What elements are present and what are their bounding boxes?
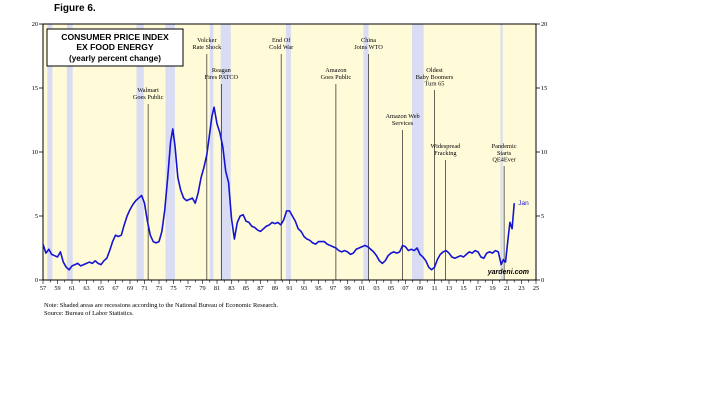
- note-recessions: Note: Shaded areas are recessions accord…: [44, 302, 279, 309]
- event-label: Joins WTO: [354, 44, 383, 51]
- x-tick-label: 73: [156, 285, 162, 292]
- x-tick-label: 91: [286, 285, 292, 292]
- event-label: China: [361, 37, 376, 44]
- x-tick-label: 89: [272, 285, 278, 292]
- event-label: Cold War: [269, 44, 294, 51]
- y-tick-label-right: 15: [541, 85, 547, 92]
- x-tick-label: 01: [359, 285, 365, 292]
- x-tick-label: 95: [315, 285, 321, 292]
- event-label: Fires PATCO: [205, 74, 239, 81]
- x-tick-label: 83: [228, 285, 234, 292]
- y-tick-label-left: 15: [32, 85, 38, 92]
- watermark: yardeni.com: [487, 269, 529, 276]
- event-label: Reagan: [212, 67, 232, 74]
- event-label: Starts: [497, 150, 512, 157]
- y-tick-label-right: 0: [541, 277, 544, 284]
- event-label: Baby Boomers: [416, 74, 454, 81]
- x-tick-label: 81: [214, 285, 220, 292]
- chart-title-box: CONSUMER PRICE INDEX EX FOOD ENERGY (yea…: [46, 28, 184, 67]
- x-tick-label: 09: [417, 285, 423, 292]
- event-label: Rate Shock: [192, 44, 222, 51]
- recession-band: [66, 24, 73, 280]
- x-tick-label: 77: [185, 285, 191, 292]
- x-tick-label: 05: [388, 285, 394, 292]
- event-label: Services: [392, 120, 414, 127]
- series-line-core-cpi: [42, 106, 516, 271]
- recession-band: [220, 24, 231, 280]
- recession-band: [47, 24, 53, 280]
- x-tick-label: 69: [127, 285, 133, 292]
- x-tick-label: 99: [344, 285, 350, 292]
- title-box-border: [46, 28, 184, 67]
- x-tick-label: 75: [170, 285, 176, 292]
- event-label: Amazon: [325, 67, 347, 74]
- title-line-3: (yearly percent change): [69, 54, 161, 63]
- x-tick-label: 79: [199, 285, 205, 292]
- event-label: Walmart: [137, 87, 159, 94]
- x-tick-label: 07: [402, 285, 408, 292]
- event-label: Pandemic: [492, 143, 517, 150]
- chart-notes: Note: Shaded areas are recessions accord…: [44, 302, 278, 318]
- event-label: Turn 65: [425, 81, 445, 88]
- event-label: Volcker: [197, 37, 217, 44]
- x-tick-label: 15: [460, 285, 466, 292]
- x-tick-label: 57: [40, 285, 46, 292]
- x-tick-label: 21: [504, 285, 510, 292]
- recession-band: [209, 24, 214, 280]
- event-label: Fracking: [434, 150, 457, 157]
- recession-band: [500, 24, 503, 280]
- x-tick-label: 19: [489, 285, 495, 292]
- event-label: End Of: [272, 37, 291, 44]
- figure-label: Figure 6.: [54, 3, 96, 14]
- y-tick-label-left: 10: [32, 149, 38, 156]
- x-tick-label: 17: [475, 285, 481, 292]
- x-tick-label: 65: [98, 285, 104, 292]
- event-label: Oldest: [426, 67, 443, 74]
- x-tick-label: 97: [330, 285, 336, 292]
- note-source: Source: Bureau of Labor Statistics.: [44, 310, 134, 317]
- x-tick-label: 11: [431, 285, 437, 292]
- x-tick-label: 67: [112, 285, 118, 292]
- title-line-1: CONSUMER PRICE INDEX: [61, 32, 169, 42]
- x-tick-label: 59: [54, 285, 60, 292]
- x-tick-label: 13: [446, 285, 452, 292]
- x-tick-label: 03: [373, 285, 379, 292]
- y-tick-label-right: 20: [541, 21, 547, 28]
- y-tick-label-left: 0: [35, 277, 38, 284]
- event-label: Goes Public: [321, 74, 352, 81]
- y-tick-label-left: 5: [35, 213, 38, 220]
- y-tick-label-left: 20: [32, 21, 38, 28]
- last-value-label: Jan: [518, 200, 529, 207]
- recession-band: [412, 24, 424, 280]
- y-tick-label-right: 10: [541, 149, 547, 156]
- title-line-2: EX FOOD ENERGY: [76, 42, 154, 52]
- event-label: QE4Ever: [492, 157, 516, 164]
- x-tick-label: 87: [257, 285, 263, 292]
- event-label: Amazon Web: [386, 113, 420, 120]
- recession-band: [136, 24, 144, 280]
- x-tick-label: 61: [69, 285, 75, 292]
- x-tick-label: 93: [301, 285, 307, 292]
- event-label: Goes Public: [133, 94, 164, 101]
- recession-band: [285, 24, 291, 280]
- x-tick-label: 25: [533, 285, 539, 292]
- x-tick-label: 23: [518, 285, 524, 292]
- recession-band: [363, 24, 369, 280]
- x-tick-label: 63: [83, 285, 89, 292]
- x-tick-label: 71: [141, 285, 147, 292]
- event-label: Widespread: [430, 143, 461, 150]
- x-tick-label: 85: [243, 285, 249, 292]
- y-tick-label-right: 5: [541, 213, 544, 220]
